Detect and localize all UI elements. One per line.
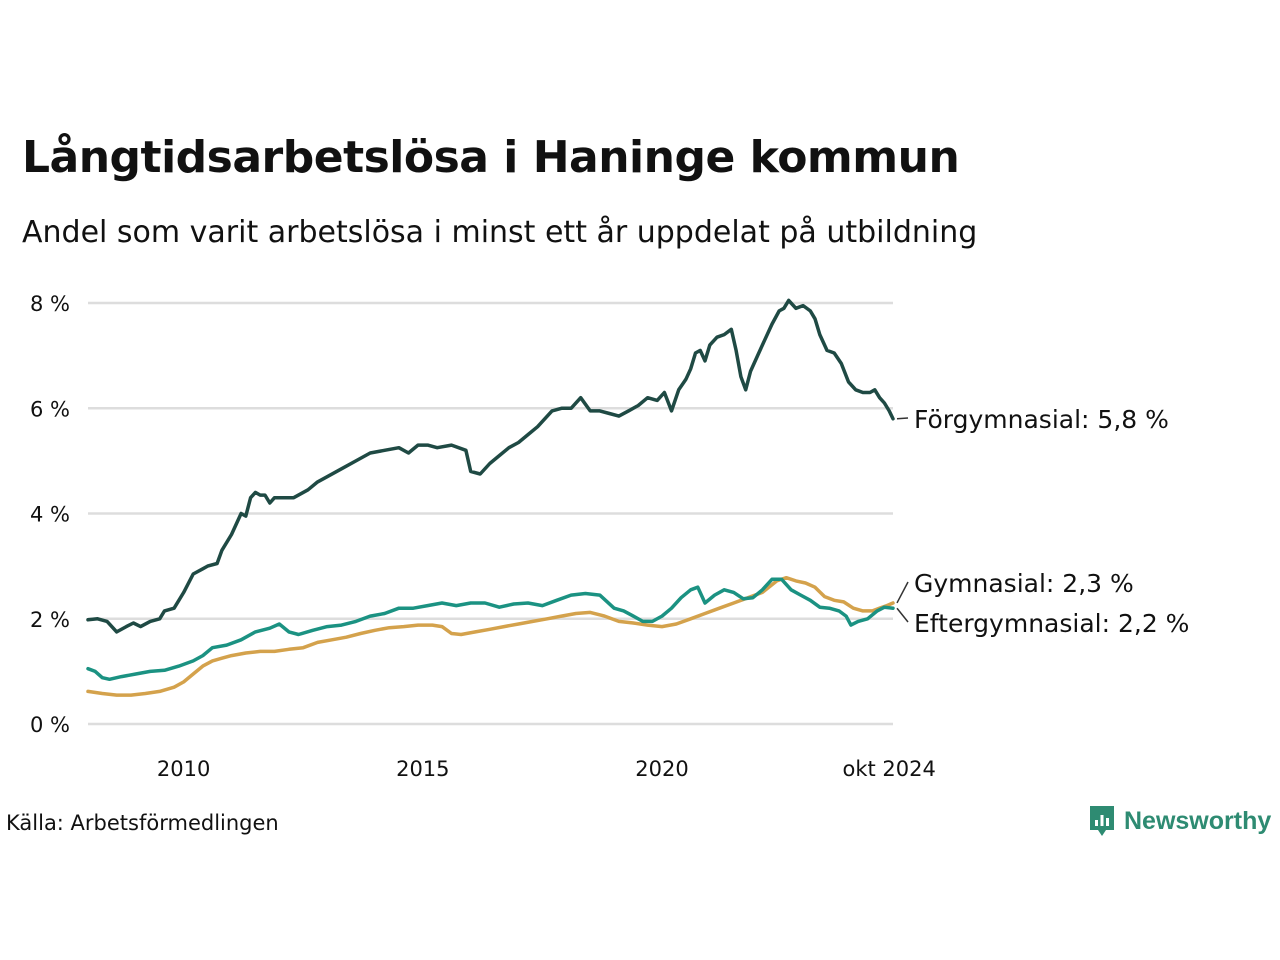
series-line-f-rgymnasial — [86, 298, 895, 634]
leader-line-f-rgymnasial — [896, 417, 909, 420]
x-tick-label: okt 2024 — [842, 757, 935, 781]
series-line-eftergymnasial — [86, 577, 895, 682]
x-tick-label: 2020 — [635, 757, 688, 781]
y-tick-label: 2 % — [30, 608, 70, 632]
newsworthy-wordmark: Newsworthy — [1124, 806, 1272, 835]
chart-title: Långtidsarbetslösa i Haninge kommun — [22, 132, 960, 183]
y-tick-label: 8 % — [30, 292, 70, 316]
leader-line-gymnasial — [896, 581, 909, 604]
series-lines — [86, 298, 895, 697]
source-note: Källa: Arbetsförmedlingen — [6, 811, 279, 835]
x-tick-label: 2015 — [396, 757, 449, 781]
series-line-gymnasial — [86, 575, 895, 697]
series-end-labels: Förgymnasial: 5,8 % Gymnasial: 2,3 % Efter… — [896, 405, 1189, 638]
y-axis-tick-labels: 0 % 2 % 4 % 6 % 8 % — [30, 292, 70, 737]
series-label-gymnasial: Gymnasial: 2,3 % — [914, 569, 1134, 598]
leader-line-eftergymnasial — [896, 607, 909, 623]
newsworthy-logo-icon — [1090, 806, 1114, 836]
x-tick-label: 2010 — [157, 757, 210, 781]
grid-lines — [88, 301, 893, 726]
y-tick-label: 4 % — [30, 503, 70, 527]
y-tick-label: 6 % — [30, 397, 70, 421]
newsworthy-logo: Newsworthy — [1088, 804, 1271, 838]
x-axis-tick-labels: 2010 2015 2020 okt 2024 — [157, 757, 936, 781]
y-tick-label: 0 % — [30, 713, 70, 737]
series-label-f-rgymnasial: Förgymnasial: 5,8 % — [914, 405, 1169, 434]
series-label-eftergymnasial: Eftergymnasial: 2,2 % — [914, 609, 1189, 638]
chart-subtitle: Andel som varit arbetslösa i minst ett å… — [22, 215, 978, 250]
